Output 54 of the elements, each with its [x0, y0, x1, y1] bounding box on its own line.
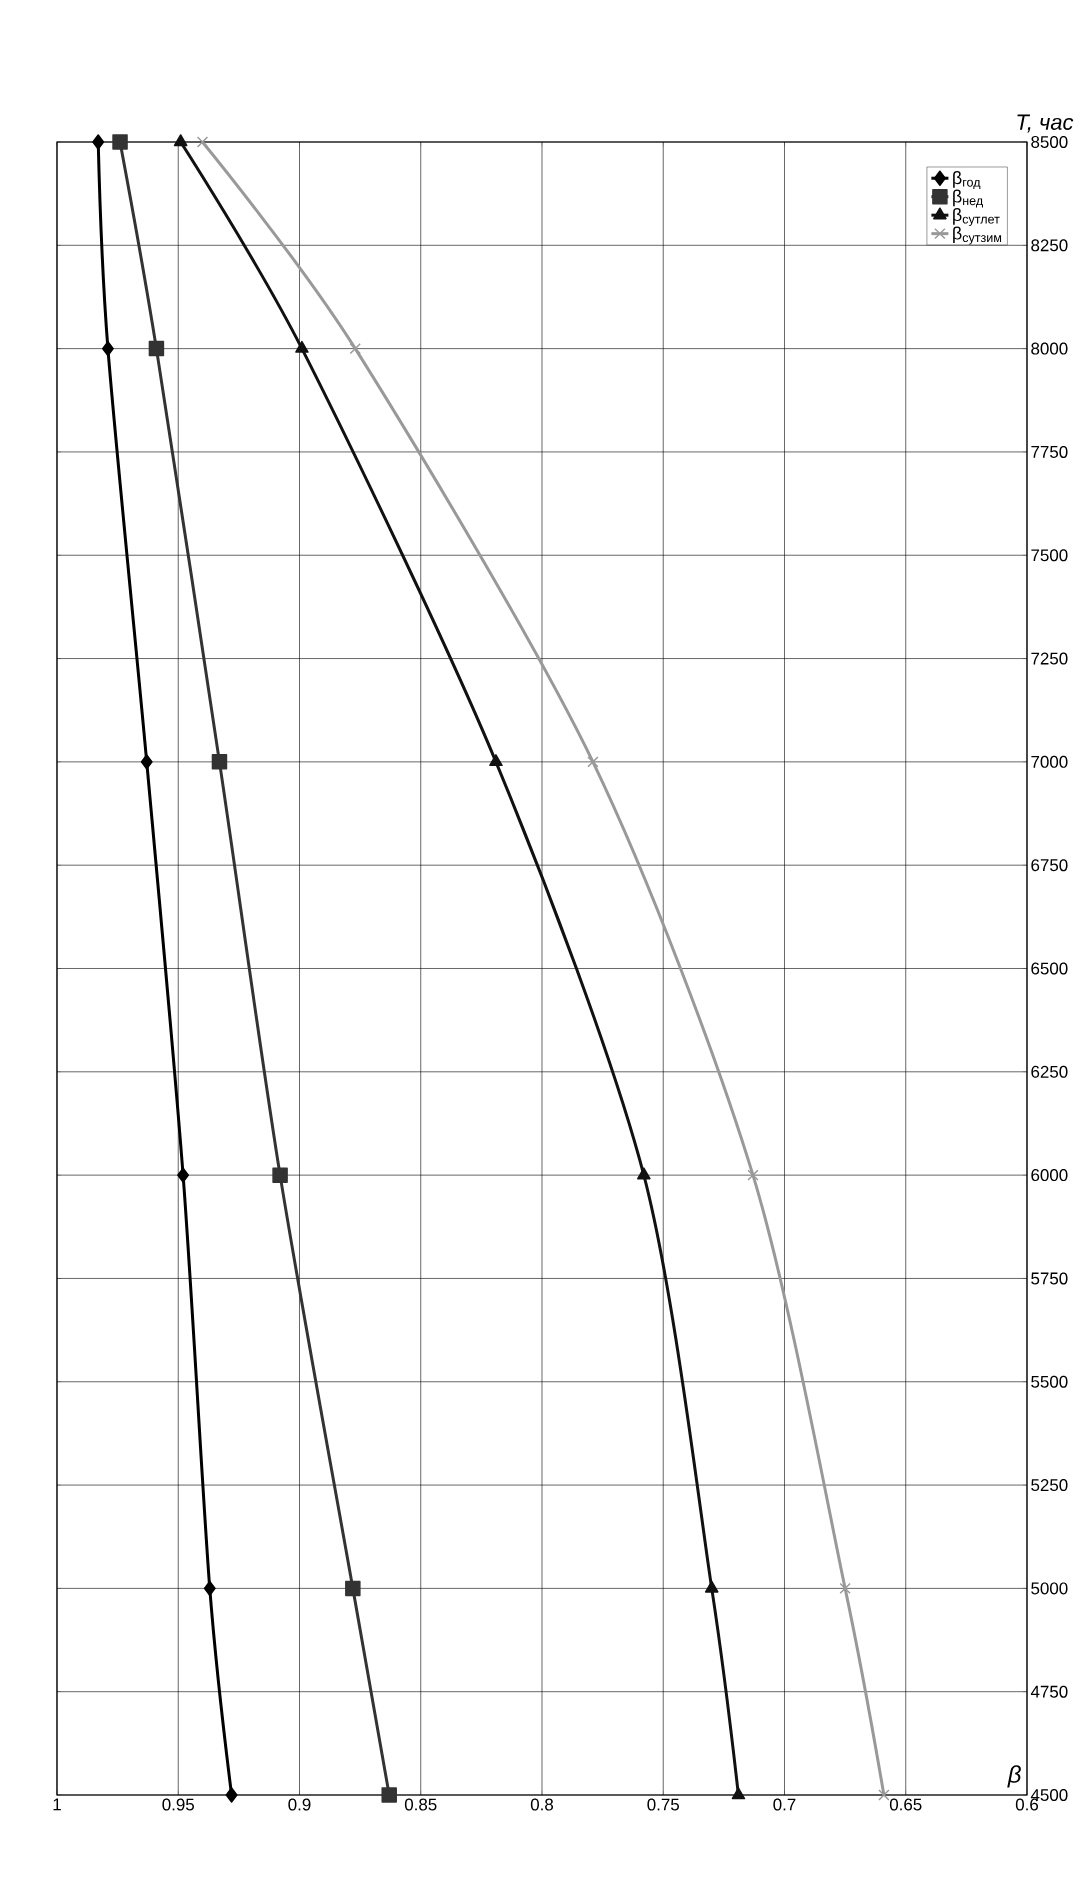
y-tick-label: 5500: [1031, 1375, 1068, 1388]
legend-label: β$_{год}$: [953, 170, 981, 190]
point: [587, 756, 599, 768]
legend-label: β$_{нед}$: [953, 189, 983, 208]
x-axis-title: β: [1007, 1765, 1021, 1788]
point: [177, 1167, 190, 1183]
y-tick-label: 6250: [1031, 1065, 1068, 1078]
x-tick-label: 0.8: [530, 1798, 554, 1811]
point: [704, 1580, 719, 1593]
y-tick-label: 5000: [1031, 1582, 1068, 1595]
y-tick-label: 6750: [1031, 859, 1068, 872]
point: [349, 342, 361, 355]
point: [211, 754, 228, 770]
y-axis-title: T, час: [1017, 114, 1074, 133]
x-tick-label: 0.85: [404, 1798, 437, 1811]
point: [196, 136, 209, 148]
y-tick-label: 8250: [1031, 239, 1068, 252]
y-tick-label: 7250: [1031, 652, 1068, 665]
x-tick-label: 0.65: [889, 1798, 922, 1811]
point: [381, 1787, 397, 1803]
point: [225, 1787, 238, 1803]
legend-label: β$_{сутлет}$: [953, 207, 1000, 227]
point: [140, 754, 153, 770]
point: [272, 1167, 288, 1183]
point: [839, 1582, 851, 1595]
point: [173, 134, 188, 147]
point: [747, 1169, 759, 1181]
y-tick-label: 6500: [1031, 962, 1068, 975]
point: [731, 1787, 746, 1800]
y-tick-label: 5750: [1031, 1272, 1068, 1285]
y-tick-label: 7750: [1031, 445, 1068, 458]
point: [112, 134, 128, 150]
y-tick-label: 8500: [1031, 136, 1068, 148]
point: [148, 340, 165, 357]
y-tick-label: 8000: [1031, 342, 1068, 355]
y-tick-label: 4750: [1030, 1685, 1068, 1698]
point: [92, 134, 105, 150]
point: [101, 340, 114, 357]
x-tick-label: 0.75: [647, 1798, 679, 1811]
y-tick-label: 7500: [1031, 549, 1068, 562]
point: [295, 340, 309, 353]
x-tick-label: 0.95: [162, 1798, 194, 1811]
x-tick-label: 0.9: [288, 1798, 311, 1811]
point: [489, 754, 503, 767]
y-tick-label: 6000: [1031, 1169, 1068, 1182]
y-tick-label: 7000: [1031, 755, 1068, 768]
x-tick-label: 1: [53, 1798, 61, 1811]
point: [878, 1789, 890, 1801]
point: [203, 1580, 216, 1597]
legend-label: β$_{сутзим}$: [953, 226, 1002, 245]
point: [345, 1580, 361, 1597]
point: [637, 1167, 651, 1180]
x-tick-label: 0.7: [773, 1798, 796, 1811]
y-tick-label: 5250: [1031, 1479, 1068, 1492]
